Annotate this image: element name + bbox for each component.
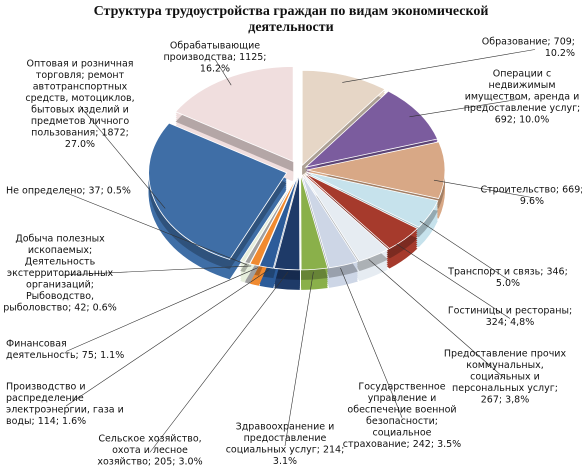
leader-line xyxy=(284,271,314,447)
leader-line xyxy=(59,265,252,276)
data-label: 27.0% xyxy=(65,139,95,150)
data-label: 16.2% xyxy=(200,63,230,74)
data-label: социальных услуг; 214; xyxy=(226,444,345,455)
data-label: 692; 10.0% xyxy=(495,114,550,125)
data-label: бытовых изделий и xyxy=(31,104,129,115)
data-label: Образование; 709; xyxy=(482,36,575,47)
data-label: Гостиницы и рестораны; xyxy=(448,305,572,316)
leader-line xyxy=(149,271,289,453)
data-label: недвижимым xyxy=(489,80,556,91)
pie-slice xyxy=(306,171,439,228)
data-label: Рыбоводство, xyxy=(26,291,94,302)
data-label: производства; 1125; xyxy=(163,52,266,63)
chart-title: деятельности xyxy=(248,20,333,35)
data-label: 267; 3,8% xyxy=(481,394,530,405)
data-label: хозяйство; 205; 3.0% xyxy=(97,456,202,467)
data-label: Сельское хозяйство, xyxy=(98,433,201,444)
data-label: Предоставление прочих xyxy=(444,348,567,359)
data-label: рыболовство; 42; 0.6% xyxy=(3,302,117,313)
leader-line xyxy=(214,59,232,86)
data-label: воды; 114; 1.6% xyxy=(6,416,86,427)
pie-slice xyxy=(300,174,329,271)
pie-slice xyxy=(148,122,288,260)
leader-line xyxy=(79,105,166,209)
data-label: автотранспортных xyxy=(33,81,128,92)
data-label: 3.1% xyxy=(273,456,297,467)
leader-line xyxy=(368,259,506,379)
leader-line xyxy=(65,267,258,352)
data-label: предоставление xyxy=(244,433,327,444)
data-label: Здравоохранение и xyxy=(236,421,335,432)
data-label: Финансовая xyxy=(6,338,67,349)
data-label: Деятельность xyxy=(25,256,96,267)
data-label: 10.2% xyxy=(545,48,575,59)
pie-slice xyxy=(273,174,301,271)
leader-line xyxy=(433,179,533,198)
pie-slice xyxy=(301,69,386,167)
data-label: предметов личного xyxy=(31,116,130,127)
data-label: Не определено; 37; 0.5% xyxy=(6,185,131,196)
chart-title: Структура трудоустройства граждан по вид… xyxy=(94,4,489,19)
data-label: экстерриториальных xyxy=(7,268,114,279)
data-label: пользования; 1872; xyxy=(31,127,129,138)
data-label: Операции с xyxy=(493,68,551,79)
leader-line xyxy=(342,49,536,83)
pie-slice xyxy=(174,66,294,163)
data-label: Производство и xyxy=(6,381,86,392)
data-label: предоставление услуг; xyxy=(464,103,581,114)
data-label: организаций; xyxy=(26,279,94,290)
data-label: торговля; ремонт xyxy=(36,70,125,81)
data-label: безопасности; xyxy=(366,416,438,427)
pie-slice xyxy=(306,141,446,200)
data-label: социальное xyxy=(372,427,431,438)
data-label: коммунальных, xyxy=(466,360,544,371)
data-label: социальных и xyxy=(470,371,540,382)
data-label: 5.0% xyxy=(496,278,520,289)
data-label: Обрабатывающие xyxy=(170,40,260,51)
pie-slice xyxy=(304,90,439,168)
pie-slice xyxy=(258,174,299,269)
data-label: персональных услуг; xyxy=(452,383,558,394)
data-label: имуществом, аренда и xyxy=(465,91,580,102)
data-label: ископаемых; xyxy=(28,245,92,256)
data-label: Добыча полезных xyxy=(15,233,105,244)
leader-line xyxy=(409,98,523,118)
leader-line xyxy=(419,220,509,280)
data-label: 324; 4,8% xyxy=(486,317,535,328)
pie-slice xyxy=(301,174,359,269)
data-label: распределение xyxy=(6,393,84,404)
pie-tops xyxy=(148,66,446,271)
data-label: 9.6% xyxy=(520,196,544,207)
data-label: Строительство; 669; xyxy=(481,184,582,195)
data-label: электроэнергии, газа и xyxy=(6,404,124,415)
pie-slice xyxy=(304,173,419,250)
leader-line xyxy=(65,269,270,407)
data-label: Оптовая и розничная xyxy=(26,58,133,69)
data-label: деятельность; 75; 1.1% xyxy=(6,350,124,361)
leader-line xyxy=(65,192,247,265)
pie-slice xyxy=(303,173,389,262)
data-label: Государственное xyxy=(358,381,445,392)
data-label: обеспечение военной xyxy=(347,404,456,415)
leader-line xyxy=(396,243,511,319)
data-label: охота и лесное xyxy=(112,445,188,456)
data-label: Транспорт и связь; 346; xyxy=(447,266,568,277)
data-label: страхование; 242; 3.5% xyxy=(343,439,461,450)
data-label: средств, мотоциклов, xyxy=(25,93,134,104)
pie-slice xyxy=(239,174,298,263)
data-label: управление и xyxy=(368,393,437,404)
leader-line xyxy=(340,267,403,418)
